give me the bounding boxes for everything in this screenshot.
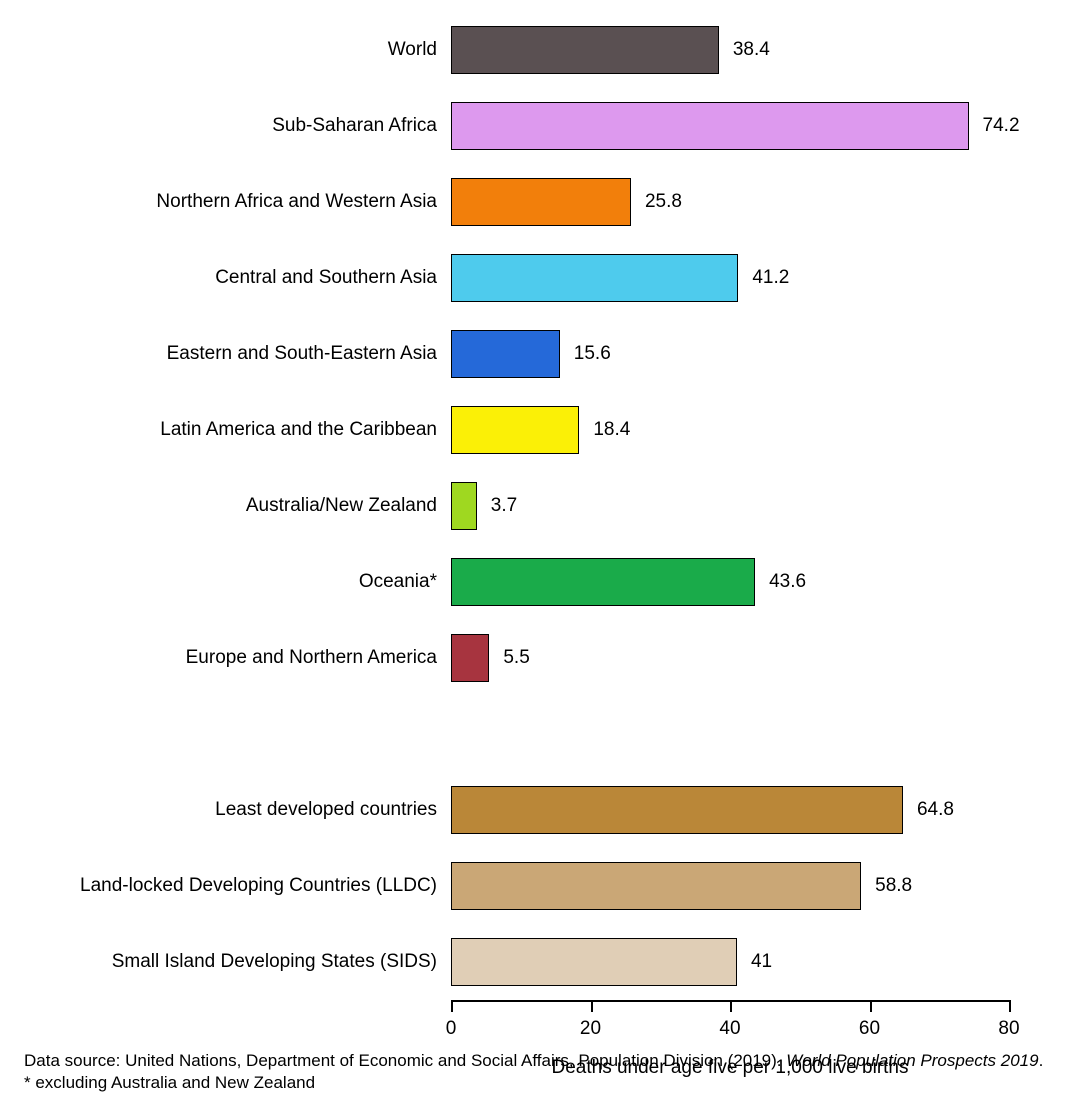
bar-label: World xyxy=(388,39,451,61)
x-axis-tick-label: 20 xyxy=(580,1018,601,1040)
bar-value: 64.8 xyxy=(917,799,954,821)
bar-rect xyxy=(451,786,903,834)
bar-rect xyxy=(451,482,477,530)
bar-label: Latin America and the Caribbean xyxy=(160,419,451,441)
bar-value: 18.4 xyxy=(593,419,630,441)
x-axis-tick-label: 80 xyxy=(998,1018,1019,1040)
bar-label: Europe and Northern America xyxy=(186,647,451,669)
bar-rect xyxy=(451,558,755,606)
bar-rect xyxy=(451,406,579,454)
bar-value: 5.5 xyxy=(503,647,529,669)
bar-rect xyxy=(451,254,738,302)
x-axis-tick-label: 60 xyxy=(859,1018,880,1040)
footnote-italic: World Population Prospects 2019 xyxy=(786,1051,1038,1070)
bar-value: 74.2 xyxy=(983,115,1020,137)
bar-rect xyxy=(451,330,560,378)
bar-rect xyxy=(451,938,737,986)
bar-label: Eastern and South-Eastern Asia xyxy=(167,343,451,365)
bar-rect xyxy=(451,178,631,226)
x-axis-tick xyxy=(1009,1000,1011,1012)
x-axis-tick xyxy=(591,1000,593,1012)
x-axis-tick-label: 0 xyxy=(446,1018,457,1040)
bar-label: Least developed countries xyxy=(215,799,451,821)
footnote-line-2: * excluding Australia and New Zealand xyxy=(24,1072,1043,1094)
bar-value: 41.2 xyxy=(752,267,789,289)
bar-value: 43.6 xyxy=(769,571,806,593)
bar-value: 3.7 xyxy=(491,495,517,517)
bar-rect xyxy=(451,634,489,682)
x-axis-tick xyxy=(451,1000,453,1012)
bar-label: Oceania* xyxy=(359,571,451,593)
bar-rect xyxy=(451,102,969,150)
bar-label: Australia/New Zealand xyxy=(246,495,451,517)
bar-rect xyxy=(451,26,719,74)
x-axis-tick xyxy=(730,1000,732,1012)
x-axis-tick-label: 40 xyxy=(719,1018,740,1040)
footnote-suffix: . xyxy=(1039,1051,1044,1070)
bar-rect xyxy=(451,862,861,910)
bar-value: 41 xyxy=(751,951,772,973)
footnote-prefix: Data source: United Nations, Department … xyxy=(24,1051,786,1070)
bar-value: 38.4 xyxy=(733,39,770,61)
x-axis-tick xyxy=(870,1000,872,1012)
bar-value: 15.6 xyxy=(574,343,611,365)
bar-label: Sub-Saharan Africa xyxy=(272,115,451,137)
bar-label: Central and Southern Asia xyxy=(215,267,451,289)
chart-footnote: Data source: United Nations, Department … xyxy=(24,1050,1043,1094)
bar-value: 58.8 xyxy=(875,875,912,897)
bar-label: Northern Africa and Western Asia xyxy=(156,191,451,213)
plot-area: World38.4Sub-Saharan Africa74.2Northern … xyxy=(451,26,1009,962)
footnote-line-1: Data source: United Nations, Department … xyxy=(24,1050,1043,1072)
bar-label: Small Island Developing States (SIDS) xyxy=(112,951,451,973)
under-five-mortality-chart: World 38.4 Sub-Saharan Africa 74.2 Northern … xyxy=(0,0,1080,1104)
bar-label: Land-locked Developing Countries (LLDC) xyxy=(80,875,451,897)
bar-value: 25.8 xyxy=(645,191,682,213)
